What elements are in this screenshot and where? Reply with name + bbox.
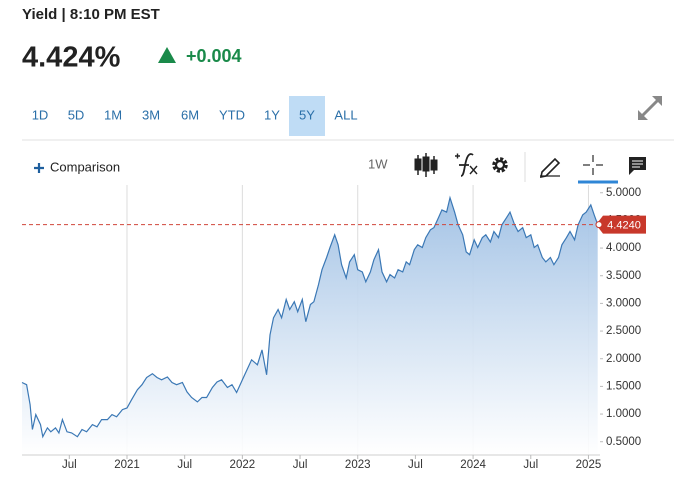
comparison-button[interactable]: Comparison bbox=[34, 159, 120, 174]
x-tick-label: 2025 bbox=[576, 459, 602, 471]
up-arrow bbox=[158, 47, 176, 63]
x-tick-label: Jul bbox=[523, 459, 538, 471]
y-tick-label: 4.0000 bbox=[606, 242, 641, 254]
y-tick-label: 5.0000 bbox=[606, 187, 641, 199]
plus-icon bbox=[34, 163, 44, 173]
interval-button[interactable]: 1W bbox=[368, 156, 388, 171]
change: +0.004 bbox=[186, 46, 242, 66]
y-tick-label: 0.5000 bbox=[606, 436, 641, 448]
header-title: Yield | 8:10 PM EST bbox=[22, 6, 160, 23]
line bbox=[21, 195, 599, 439]
expand-icon[interactable] bbox=[638, 96, 662, 120]
indicator-icon[interactable] bbox=[455, 153, 478, 177]
last-value-tag bbox=[596, 215, 646, 234]
range-button[interactable]: 1Y bbox=[264, 107, 280, 122]
x-tick-label: Jul bbox=[293, 459, 308, 471]
candlestick-icon[interactable] bbox=[414, 153, 438, 177]
y-tick-label: 3.0000 bbox=[606, 297, 641, 309]
y-tick-label: 2.5000 bbox=[606, 325, 641, 337]
draw-icon[interactable] bbox=[539, 157, 561, 179]
x-tick-label: 2021 bbox=[114, 459, 140, 471]
y-tick-label: 1.0000 bbox=[606, 408, 641, 420]
x-tick-label: Jul bbox=[177, 459, 192, 471]
y-tick-label: 1.5000 bbox=[606, 380, 641, 392]
x-tick-label: Jul bbox=[408, 459, 423, 471]
range-button[interactable]: ALL bbox=[334, 107, 357, 122]
comment-icon[interactable] bbox=[629, 157, 646, 175]
range-button[interactable]: 1D bbox=[32, 107, 49, 122]
area bbox=[22, 197, 598, 455]
x-tick-label: 2022 bbox=[230, 459, 256, 471]
range-button[interactable]: 5Y bbox=[299, 107, 315, 122]
range-button[interactable]: 1M bbox=[104, 107, 122, 122]
range-button[interactable]: 6M bbox=[181, 107, 199, 122]
plot: Jul 2021 Jul 2022 Jul 2023 Jul 2024 Jul 2025 0.500… bbox=[21, 185, 646, 471]
last-value-label: 4.4240 bbox=[607, 220, 641, 232]
y-tick-label: 3.5000 bbox=[606, 270, 641, 282]
price: 4.424% bbox=[22, 42, 121, 74]
range-button[interactable]: 3M bbox=[142, 107, 160, 122]
settings-icon[interactable] bbox=[492, 157, 508, 173]
last-point bbox=[595, 221, 603, 229]
x-tick-label: 2024 bbox=[460, 459, 486, 471]
range-buttons: 1D 5D 1M 3M 6M YTD 1Y 5Y ALL bbox=[32, 96, 358, 136]
x-tick-label: 2023 bbox=[345, 459, 371, 471]
range-button[interactable]: 5D bbox=[68, 107, 85, 122]
comparison-label: Comparison bbox=[50, 159, 120, 174]
crosshair-icon[interactable] bbox=[578, 155, 618, 184]
x-tick-label: Jul bbox=[62, 459, 77, 471]
y-tick-label: 2.0000 bbox=[606, 353, 641, 365]
range-selected bbox=[289, 96, 325, 136]
range-button[interactable]: YTD bbox=[219, 107, 245, 122]
